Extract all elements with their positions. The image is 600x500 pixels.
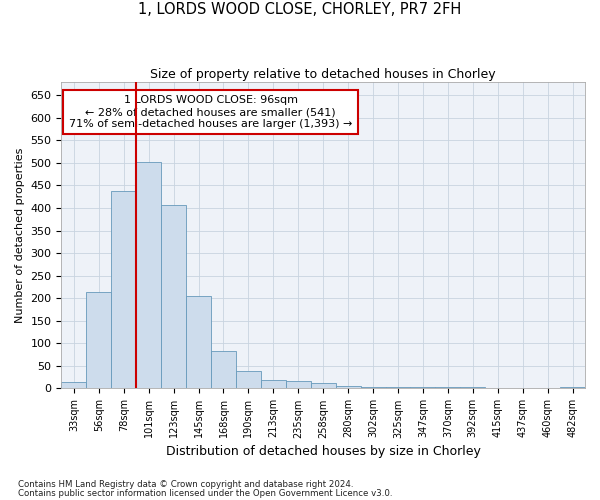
Bar (136, 162, 161, 388)
Text: Contains public sector information licensed under the Open Government Licence v3: Contains public sector information licen… (18, 489, 392, 498)
Bar (261, 380, 286, 388)
Bar (460, 386, 485, 388)
Bar (386, 386, 410, 388)
Bar (161, 206, 186, 388)
Text: Contains HM Land Registry data © Crown copyright and database right 2024.: Contains HM Land Registry data © Crown c… (18, 480, 353, 489)
Bar (410, 386, 436, 388)
Bar (361, 386, 386, 388)
Bar (186, 296, 211, 388)
X-axis label: Distribution of detached houses by size in Chorley: Distribution of detached houses by size … (166, 444, 481, 458)
Y-axis label: Number of detached properties: Number of detached properties (15, 148, 25, 323)
Bar (86, 292, 111, 388)
Bar (111, 192, 136, 388)
Bar (236, 372, 261, 388)
Text: 1 LORDS WOOD CLOSE: 96sqm
← 28% of detached houses are smaller (541)
71% of semi: 1 LORDS WOOD CLOSE: 96sqm ← 28% of detac… (69, 96, 352, 128)
Bar (211, 351, 236, 389)
Bar (335, 386, 361, 388)
Bar (286, 381, 311, 388)
Bar (61, 382, 86, 388)
Bar (436, 386, 460, 388)
Text: 1, LORDS WOOD CLOSE, CHORLEY, PR7 2FH: 1, LORDS WOOD CLOSE, CHORLEY, PR7 2FH (139, 2, 461, 18)
Bar (560, 386, 585, 388)
Title: Size of property relative to detached houses in Chorley: Size of property relative to detached ho… (151, 68, 496, 80)
Bar (311, 384, 335, 388)
